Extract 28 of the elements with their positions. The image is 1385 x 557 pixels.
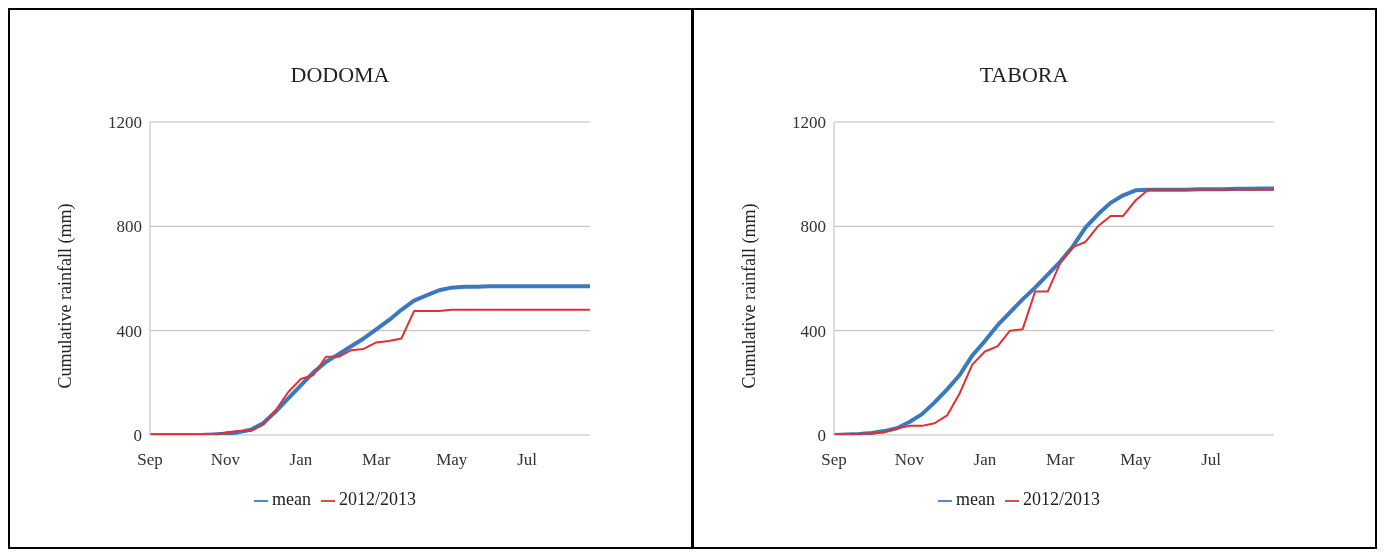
y-tick-label: 800 xyxy=(800,217,826,237)
chart-title: DODOMA xyxy=(289,61,391,89)
y-tick-label: 800 xyxy=(116,217,142,237)
y-tick-label: 0 xyxy=(817,426,826,446)
legend-label: mean xyxy=(272,489,311,509)
y-tick-label: 0 xyxy=(133,426,142,446)
y-tick-label: 1200 xyxy=(108,113,142,133)
x-tick-label: Sep xyxy=(821,450,847,470)
y-axis-title: Cumulative rainfall (mm) xyxy=(739,203,761,389)
legend-label: mean xyxy=(956,489,995,509)
x-tick-label: Mar xyxy=(1046,450,1075,470)
x-tick-label: Jan xyxy=(289,450,313,470)
chart-title: TABORA xyxy=(978,61,1070,89)
x-tick-label: Mar xyxy=(362,450,391,470)
x-tick-label: May xyxy=(436,450,468,470)
x-tick-label: Nov xyxy=(894,450,925,470)
x-tick-label: Nov xyxy=(210,450,241,470)
y-tick-label: 400 xyxy=(116,321,142,341)
x-tick-label: Jul xyxy=(517,450,538,470)
y-tick-label: 400 xyxy=(800,321,826,341)
x-tick-label: Jan xyxy=(973,450,997,470)
x-tick-label: May xyxy=(1120,450,1152,470)
legend-label: 2012/2013 xyxy=(338,489,416,509)
y-tick-label: 1200 xyxy=(792,113,826,133)
x-tick-label: Sep xyxy=(137,450,163,470)
y-axis-title: Cumulative rainfall (mm) xyxy=(55,203,77,389)
x-tick-label: Jul xyxy=(1201,450,1222,470)
legend-label: 2012/2013 xyxy=(1022,489,1100,509)
